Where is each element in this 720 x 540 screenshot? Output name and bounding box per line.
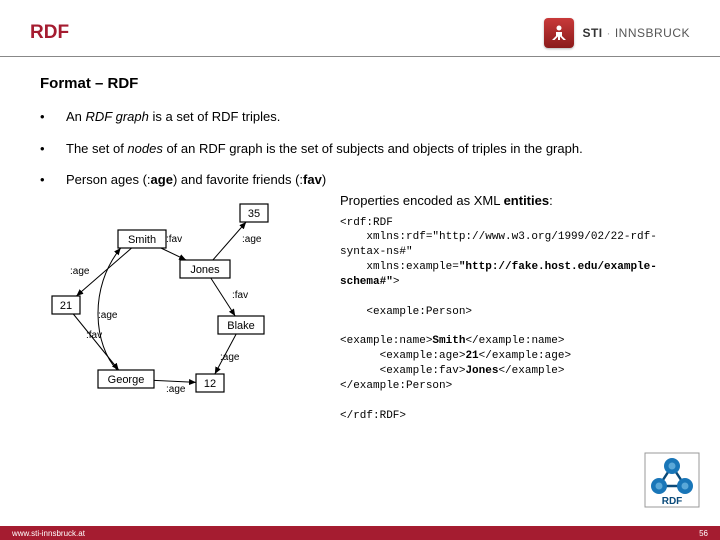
bullet-text: The set of nodes of an RDF graph is the … [66, 140, 690, 158]
rdf-graph-diagram: :age:age:fav:fav:age:fav:age:age SmithJo… [40, 193, 320, 413]
svg-text::age: :age [166, 384, 186, 395]
footer-url: www.sti-innsbruck.at [12, 529, 85, 538]
svg-text::fav: :fav [232, 290, 248, 301]
two-column-layout: :age:age:fav:fav:age:fav:age:age SmithJo… [40, 193, 690, 424]
svg-text::fav: :fav [166, 234, 182, 245]
svg-text:Blake: Blake [227, 320, 255, 332]
svg-text::age: :age [220, 352, 240, 363]
rdf-logo-icon: RDF [644, 452, 700, 508]
footer-bar: www.sti-innsbruck.at 56 [0, 526, 720, 540]
bullet-item: • The set of nodes of an RDF graph is th… [40, 140, 690, 158]
subtitle: Format – RDF [40, 75, 690, 92]
svg-text:Smith: Smith [128, 234, 156, 246]
bullet-item: • An RDF graph is a set of RDF triples. [40, 108, 690, 126]
bullet-text: An RDF graph is a set of RDF triples. [66, 108, 690, 126]
bullet-text: Person ages (:age) and favorite friends … [66, 171, 690, 189]
brand: STI · INNSBRUCK [544, 18, 690, 48]
bullet-marker: • [40, 140, 66, 158]
brand-icon [544, 18, 574, 48]
code-column: Properties encoded as XML entities: <rdf… [340, 193, 690, 424]
slide-title: RDF [30, 22, 69, 44]
bullet-marker: • [40, 108, 66, 126]
svg-text:RDF: RDF [662, 496, 683, 507]
svg-text:George: George [108, 374, 145, 386]
bullet-marker: • [40, 171, 66, 189]
svg-text:21: 21 [60, 300, 72, 312]
svg-text::age: :age [70, 266, 90, 277]
slide-header: RDF STI · INNSBRUCK [0, 0, 720, 56]
svg-text:12: 12 [204, 378, 216, 390]
properties-line: Properties encoded as XML entities: [340, 193, 690, 208]
bullet-item: • Person ages (:age) and favorite friend… [40, 171, 690, 189]
code-block: <rdf:RDF xmlns:rdf="http://www.w3.org/19… [340, 216, 690, 424]
svg-text::age: :age [242, 234, 262, 245]
page-number: 56 [699, 529, 708, 538]
svg-text:35: 35 [248, 208, 260, 220]
svg-text:Jones: Jones [190, 264, 220, 276]
content-area: Format – RDF • An RDF graph is a set of … [0, 75, 720, 423]
brand-text: STI · INNSBRUCK [582, 26, 690, 40]
svg-text::age: :age [98, 310, 118, 321]
header-separator [0, 56, 720, 57]
